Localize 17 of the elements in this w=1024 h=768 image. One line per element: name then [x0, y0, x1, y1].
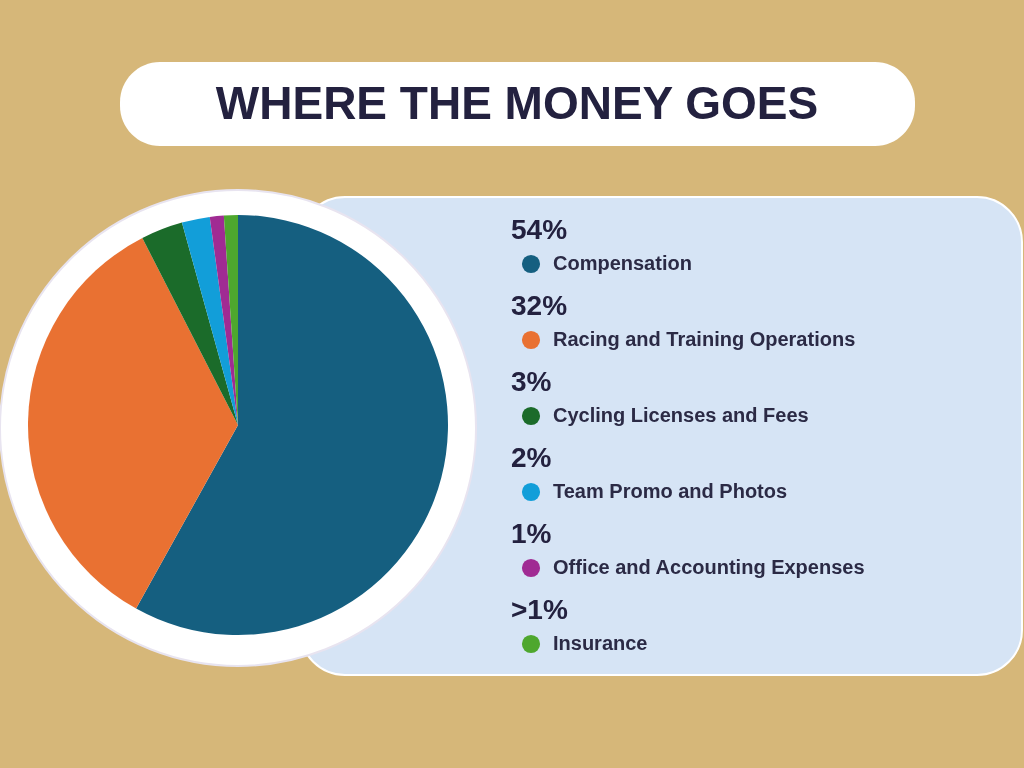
legend-label: Team Promo and Photos [553, 480, 788, 502]
pie-slice [181, 216, 238, 425]
legend-label: Insurance [553, 632, 648, 654]
pie-slice [136, 215, 448, 635]
legend-label: Office and Accounting Expenses [553, 556, 865, 578]
data-label: 2% [511, 442, 552, 473]
legend-label: Compensation [553, 252, 692, 274]
legend-label: Cycling Licenses and Fees [553, 404, 809, 426]
data-label: >1% [511, 594, 568, 625]
legend-label: Racing and Training Operations [553, 328, 856, 350]
data-label: 32% [511, 290, 568, 321]
data-label: 1% [511, 518, 552, 549]
data-label: 54% [511, 214, 568, 245]
data-label: 3% [511, 366, 552, 397]
chart-title: WHERE THE MONEY GOES [215, 77, 819, 129]
pie-slice [142, 222, 238, 425]
pie-slice [28, 238, 238, 609]
